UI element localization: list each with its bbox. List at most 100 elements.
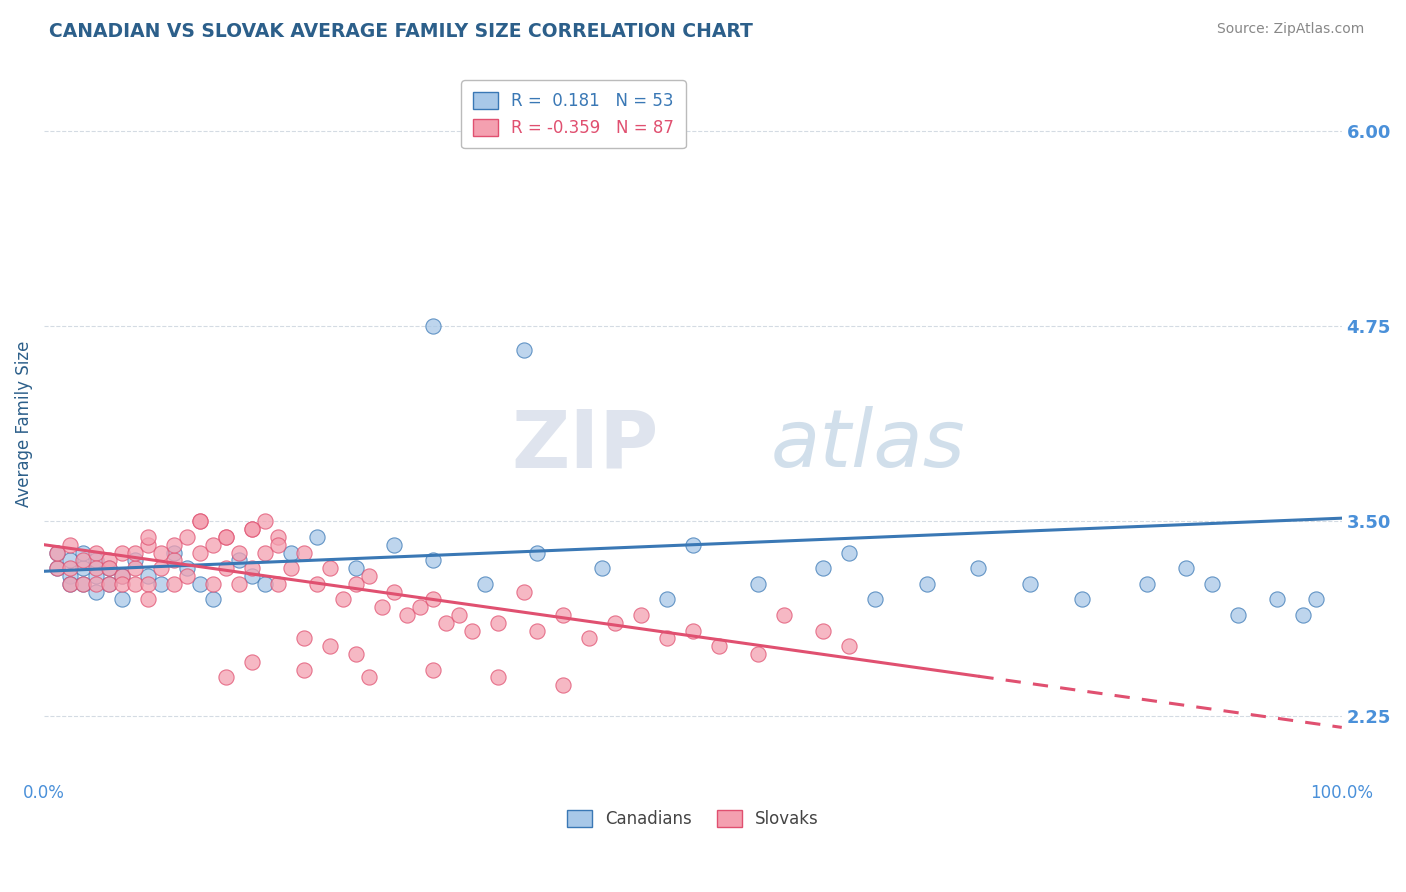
Point	[1265, 592, 1288, 607]
Point	[253, 514, 276, 528]
Y-axis label: Average Family Size: Average Family Size	[15, 341, 32, 507]
Point	[215, 530, 238, 544]
Point	[111, 569, 134, 583]
Point	[513, 584, 536, 599]
Point	[461, 624, 484, 638]
Point	[449, 607, 471, 622]
Point	[149, 561, 172, 575]
Point	[240, 655, 263, 669]
Point	[72, 553, 94, 567]
Point	[136, 576, 159, 591]
Point	[98, 576, 121, 591]
Point	[526, 545, 548, 559]
Point	[176, 569, 198, 583]
Point	[84, 576, 107, 591]
Point	[188, 514, 211, 528]
Point	[344, 647, 367, 661]
Point	[149, 576, 172, 591]
Point	[292, 663, 315, 677]
Point	[124, 545, 146, 559]
Point	[384, 584, 406, 599]
Point	[747, 576, 769, 591]
Point	[240, 561, 263, 575]
Point	[163, 545, 186, 559]
Point	[682, 624, 704, 638]
Point	[163, 576, 186, 591]
Point	[111, 569, 134, 583]
Legend: Canadians, Slovaks: Canadians, Slovaks	[560, 803, 825, 835]
Point	[59, 561, 82, 575]
Point	[228, 545, 250, 559]
Point	[1226, 607, 1249, 622]
Point	[84, 569, 107, 583]
Point	[318, 639, 340, 653]
Point	[526, 624, 548, 638]
Point	[72, 545, 94, 559]
Point	[46, 561, 69, 575]
Point	[111, 576, 134, 591]
Point	[72, 576, 94, 591]
Point	[409, 600, 432, 615]
Point	[344, 561, 367, 575]
Point	[188, 576, 211, 591]
Text: CANADIAN VS SLOVAK AVERAGE FAMILY SIZE CORRELATION CHART: CANADIAN VS SLOVAK AVERAGE FAMILY SIZE C…	[49, 22, 754, 41]
Point	[1019, 576, 1042, 591]
Point	[59, 576, 82, 591]
Point	[578, 632, 600, 646]
Point	[422, 592, 444, 607]
Point	[1136, 576, 1159, 591]
Point	[422, 319, 444, 334]
Point	[267, 576, 290, 591]
Point	[59, 569, 82, 583]
Point	[655, 632, 678, 646]
Point	[384, 538, 406, 552]
Point	[253, 576, 276, 591]
Point	[215, 670, 238, 684]
Point	[772, 607, 794, 622]
Point	[149, 545, 172, 559]
Point	[84, 545, 107, 559]
Point	[98, 576, 121, 591]
Point	[1292, 607, 1315, 622]
Point	[357, 569, 380, 583]
Point	[603, 615, 626, 630]
Point	[188, 514, 211, 528]
Point	[486, 615, 509, 630]
Point	[176, 561, 198, 575]
Point	[292, 632, 315, 646]
Point	[124, 553, 146, 567]
Point	[228, 553, 250, 567]
Point	[422, 553, 444, 567]
Point	[630, 607, 652, 622]
Point	[344, 576, 367, 591]
Point	[136, 569, 159, 583]
Point	[863, 592, 886, 607]
Point	[201, 538, 224, 552]
Point	[280, 545, 302, 559]
Point	[46, 545, 69, 559]
Point	[811, 561, 834, 575]
Point	[474, 576, 496, 591]
Point	[486, 670, 509, 684]
Point	[332, 592, 354, 607]
Point	[72, 561, 94, 575]
Point	[682, 538, 704, 552]
Point	[513, 343, 536, 357]
Text: ZIP: ZIP	[512, 406, 658, 484]
Point	[655, 592, 678, 607]
Text: atlas: atlas	[770, 406, 966, 484]
Point	[434, 615, 457, 630]
Point	[1305, 592, 1327, 607]
Point	[98, 561, 121, 575]
Point	[1071, 592, 1094, 607]
Point	[811, 624, 834, 638]
Point	[553, 678, 575, 692]
Point	[84, 561, 107, 575]
Point	[292, 545, 315, 559]
Point	[136, 538, 159, 552]
Point	[747, 647, 769, 661]
Point	[396, 607, 419, 622]
Point	[838, 639, 860, 653]
Point	[240, 522, 263, 536]
Point	[59, 576, 82, 591]
